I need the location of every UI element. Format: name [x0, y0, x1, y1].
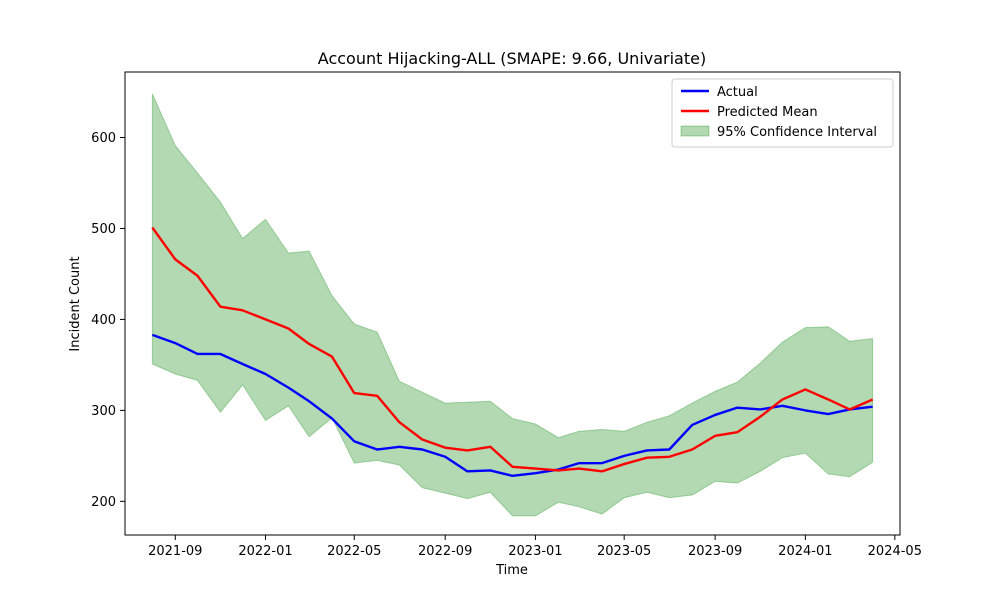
series-layer [151, 226, 874, 478]
legend-box [671, 78, 894, 148]
legend: Actual Predicted Mean 95% Confidence Int… [671, 78, 894, 148]
legend-interval-patch [680, 125, 710, 137]
confidence-interval-layer [151, 93, 874, 517]
y-axis: 200 300 400 500 600 [91, 131, 125, 510]
plot-frame [124, 71, 901, 536]
x-tick-label: 2023-05 [597, 544, 651, 559]
confidence-interval-band [151, 93, 874, 517]
y-tick-label: 400 [91, 313, 116, 328]
y-tick-label: 300 [91, 404, 116, 419]
x-axis: 2021-09 2022-01 2022-05 2022-09 2023-01 2023-… [148, 535, 922, 559]
legend-actual-label: Actual [717, 85, 758, 100]
x-tick-label: 2024-05 [868, 544, 922, 559]
x-tick-label: 2022-05 [327, 544, 381, 559]
x-tick-label: 2022-01 [238, 544, 292, 559]
x-tick-label: 2023-09 [688, 544, 742, 559]
legend-interval-label: 95% Confidence Interval [717, 125, 877, 140]
y-tick-label: 600 [91, 131, 116, 146]
x-tick-label: 2024-01 [778, 544, 832, 559]
chart-title: Account Hijacking-ALL (SMAPE: 9.66, Univ… [318, 49, 706, 68]
y-tick-label: 200 [91, 495, 116, 510]
x-tick-label: 2022-09 [418, 544, 472, 559]
x-axis-label: Time [495, 563, 528, 578]
y-tick-label: 500 [91, 222, 116, 237]
predicted-mean-series-line [151, 226, 874, 473]
y-axis-label: Incident Count [68, 256, 83, 351]
x-tick-label: 2023-01 [508, 544, 562, 559]
x-tick-label: 2021-09 [148, 544, 202, 559]
actual-series-line [151, 333, 873, 478]
legend-predicted-label: Predicted Mean [717, 105, 818, 120]
